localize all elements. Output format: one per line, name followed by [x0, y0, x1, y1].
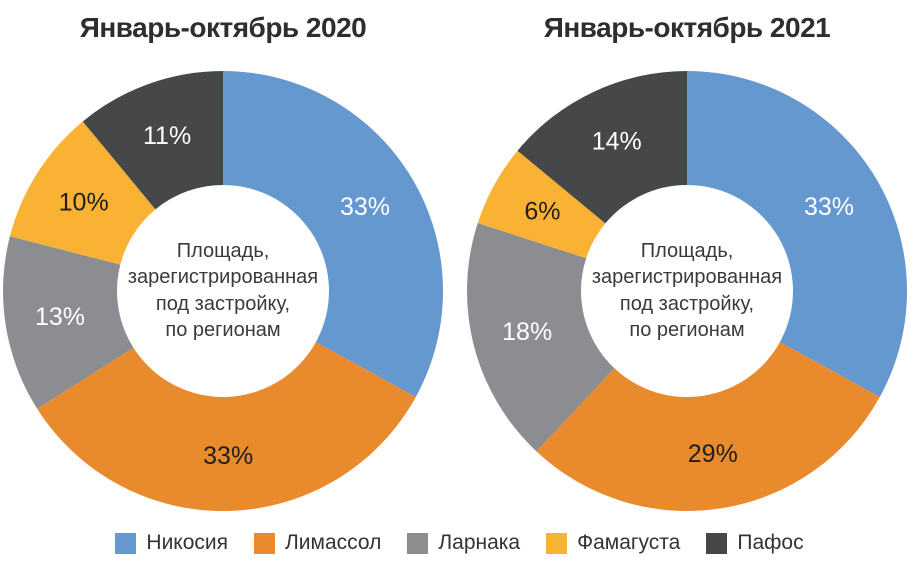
- donut-chart-2021: 33% 29% 18% 6% 14%: [467, 71, 908, 511]
- legend-item-paphos: Пафос: [706, 531, 804, 555]
- pie-slice-nicosia-2020: [223, 71, 443, 397]
- data-label-larnaca-2021: 18%: [502, 318, 552, 346]
- data-label-limassol-2021: 29%: [688, 440, 738, 468]
- center-label-line: под застройку,: [619, 293, 755, 315]
- donut-center-label-2020: Площадь, зарегистрированная под застройку,…: [128, 238, 318, 344]
- chart-legend: Никосия Лимассол Ларнака Фамагуста Пафос: [0, 531, 919, 555]
- legend-label-limassol: Лимассол: [285, 531, 382, 554]
- legend-swatch-famagusta: [546, 532, 568, 554]
- center-label-line: по регионам: [629, 319, 745, 342]
- legend-label-paphos: Пафос: [737, 531, 804, 554]
- center-label-line: по регионам: [165, 319, 281, 342]
- pie-slice-limassol-2020: [37, 342, 416, 512]
- pie-slice-famagusta-2021: [477, 150, 606, 259]
- center-label-line: Площадь,: [176, 240, 270, 263]
- data-label-limassol-2020: 33%: [203, 442, 253, 470]
- legend-item-famagusta: Фамагуста: [546, 531, 680, 555]
- center-label-line: под застройку,: [155, 293, 291, 315]
- pie-slice-nicosia-2021: [687, 71, 908, 397]
- pie-slice-paphos-2020: [82, 71, 223, 210]
- legend-swatch-nicosia: [115, 532, 137, 554]
- legend-label-famagusta: Фамагуста: [577, 531, 681, 554]
- legend-item-larnaca: Ларнака: [407, 531, 520, 555]
- data-label-nicosia-2020: 33%: [340, 193, 390, 221]
- center-label-line: зарегистрированная: [591, 266, 783, 289]
- legend-swatch-limassol: [254, 532, 276, 554]
- data-label-famagusta-2021: 6%: [524, 198, 560, 226]
- chart-title-2020: Январь-октябрь 2020: [79, 12, 367, 43]
- legend-item-nicosia: Никосия: [115, 531, 228, 555]
- donut-chart-2020: 33% 33% 13% 10% 11%: [3, 71, 443, 512]
- pie-slice-limassol-2021: [536, 342, 880, 511]
- chart-title-2021: Январь-октябрь 2021: [543, 12, 831, 43]
- legend-item-limassol: Лимассол: [254, 531, 381, 555]
- pie-slice-paphos-2021: [517, 71, 687, 224]
- legend-swatch-paphos: [706, 532, 728, 554]
- legend-swatch-larnaca: [407, 532, 429, 554]
- pie-slice-larnaca-2021: [467, 223, 615, 452]
- data-label-famagusta-2020: 10%: [59, 189, 109, 217]
- legend-label-nicosia: Никосия: [146, 531, 229, 554]
- data-label-paphos-2020: 11%: [143, 122, 191, 150]
- data-label-nicosia-2021: 33%: [804, 193, 854, 221]
- pie-slice-larnaca-2020: [3, 236, 134, 409]
- data-label-paphos-2021: 14%: [592, 128, 642, 156]
- legend-label-larnaca: Ларнака: [438, 531, 521, 554]
- pie-slice-famagusta-2020: [9, 121, 156, 265]
- center-label-line: зарегистрированная: [127, 266, 319, 289]
- donut-center-label-2021: Площадь, зарегистрированная под застройку,…: [592, 238, 782, 344]
- data-label-larnaca-2020: 13%: [35, 303, 85, 331]
- center-label-line: Площадь,: [640, 240, 734, 263]
